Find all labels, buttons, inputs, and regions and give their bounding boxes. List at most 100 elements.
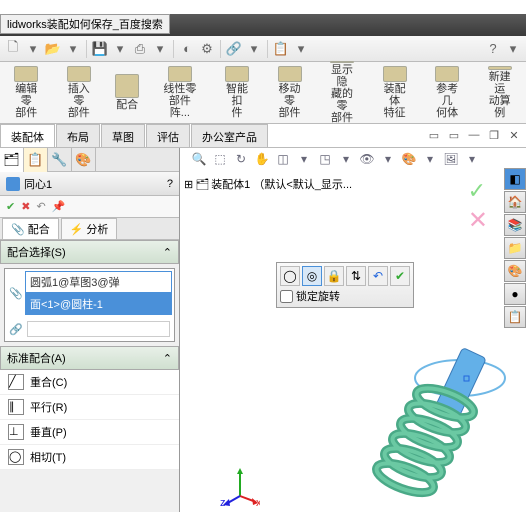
- tab-layout[interactable]: 布局: [56, 124, 100, 147]
- lock-icon[interactable]: 🔒: [324, 266, 344, 286]
- mate-selection-header[interactable]: 配合选择(S)⌃: [0, 240, 179, 264]
- scene-icon[interactable]: 🖼: [442, 150, 460, 168]
- chevron-down-icon[interactable]: ▾: [151, 40, 169, 58]
- expand-icon[interactable]: ⊞: [184, 178, 193, 191]
- tab-evaluate[interactable]: 评估: [146, 124, 190, 147]
- tab-office[interactable]: 办公室产品: [191, 124, 268, 147]
- standard-mate-header[interactable]: 标准配合(A)⌃: [0, 346, 179, 370]
- custom-props-icon[interactable]: 📋: [504, 306, 526, 328]
- hide-show-icon[interactable]: 👁: [358, 150, 376, 168]
- chevron-down-icon[interactable]: ▾: [292, 40, 310, 58]
- rotate-icon[interactable]: ↻: [232, 150, 250, 168]
- zoom-area-icon[interactable]: ⬚: [211, 150, 229, 168]
- flyout-tree[interactable]: ⊞ 🗂 装配体1 （默认<默认_显示...: [184, 176, 352, 192]
- insert-component-button[interactable]: 插入零部件: [57, 64, 102, 121]
- view-palette-icon[interactable]: 🎨: [504, 260, 526, 282]
- property-tab[interactable]: 📋: [24, 148, 48, 172]
- confirm-cancel-icon[interactable]: ✕: [468, 206, 488, 235]
- confirm-ok-icon[interactable]: ✓: [468, 178, 486, 204]
- linear-pattern-button[interactable]: 线性零部件阵...: [153, 64, 207, 121]
- pan-icon[interactable]: ✋: [253, 150, 271, 168]
- maximize-icon[interactable]: ❐: [486, 127, 502, 143]
- chevron-down-icon[interactable]: ▾: [504, 40, 522, 58]
- chevron-down-icon[interactable]: ▾: [64, 40, 82, 58]
- smart-fastener-button[interactable]: 智能扣件: [215, 64, 260, 121]
- resources-tab[interactable]: ◧: [504, 168, 526, 190]
- library-icon[interactable]: 📚: [504, 214, 526, 236]
- chevron-down-icon[interactable]: ▾: [245, 40, 263, 58]
- settings-icon[interactable]: 📋: [272, 40, 290, 58]
- edit-component-button[interactable]: 编辑零部件: [4, 64, 49, 121]
- assembly-icon: 🗂: [195, 178, 209, 191]
- tangent-icon[interactable]: ◯: [280, 266, 300, 286]
- window-icon[interactable]: ▭: [446, 127, 462, 143]
- graphics-viewport[interactable]: 🔍 ⬚ ↻ ✋ ◫ ▾ ◳ ▾ 👁 ▾ 🎨 ▾ 🖼 ▾ ⊞ 🗂 装配体1 （默认…: [180, 148, 526, 512]
- view-toolbar: 🔍 ⬚ ↻ ✋ ◫ ▾ ◳ ▾ 👁 ▾ 🎨 ▾ 🖼 ▾: [190, 150, 481, 168]
- show-hide-button[interactable]: 显示隐藏的零部件: [320, 64, 365, 121]
- appearance-icon[interactable]: ●: [504, 283, 526, 305]
- feature-tree-tab[interactable]: 🗂: [0, 148, 24, 172]
- pushpin-icon[interactable]: 📌: [52, 200, 66, 213]
- lock-rotation-checkbox[interactable]: 锁定旋转: [280, 288, 410, 304]
- minimize-icon[interactable]: —: [466, 127, 482, 143]
- cancel-button[interactable]: ✖: [21, 200, 30, 213]
- open-icon[interactable]: 📂: [44, 40, 62, 58]
- chevron-down-icon[interactable]: ▾: [111, 40, 129, 58]
- chevron-down-icon[interactable]: ▾: [24, 40, 42, 58]
- selection-list[interactable]: 圆弧1@草图3@弹 面<1>@圆柱-1: [25, 271, 172, 315]
- selection-item[interactable]: 面<1>@圆柱-1: [25, 293, 172, 315]
- ref-geometry-button[interactable]: 参考几何体: [425, 64, 470, 121]
- tab-sketch[interactable]: 草图: [101, 124, 145, 147]
- display-style-icon[interactable]: ◳: [316, 150, 334, 168]
- sub-tab-mate[interactable]: 📎配合: [2, 218, 59, 239]
- move-component-button[interactable]: 移动零部件: [267, 64, 312, 121]
- options-icon[interactable]: ⚙: [198, 40, 216, 58]
- chevron-down-icon[interactable]: ▾: [379, 150, 397, 168]
- flip-icon[interactable]: ⇅: [346, 266, 366, 286]
- appearance-tab[interactable]: 🎨: [72, 148, 96, 172]
- mate-button[interactable]: 配合: [109, 64, 145, 121]
- chevron-down-icon[interactable]: ▾: [421, 150, 439, 168]
- print-icon[interactable]: ⎙: [131, 40, 149, 58]
- window-icon[interactable]: ▭: [426, 127, 442, 143]
- close-icon[interactable]: ✕: [506, 127, 522, 143]
- window-controls: ▭ ▭ — ❐ ✕: [426, 127, 522, 143]
- perpendicular-mate[interactable]: ⊥垂直(P): [0, 420, 179, 445]
- chevron-down-icon[interactable]: ▾: [463, 150, 481, 168]
- collapse-icon[interactable]: ⌃: [163, 246, 172, 259]
- config-tab[interactable]: 🔧: [48, 148, 72, 172]
- ok-icon[interactable]: ✔: [390, 266, 410, 286]
- help-icon[interactable]: ?: [484, 40, 502, 58]
- motion-study-button[interactable]: 新建运动算例: [477, 64, 522, 121]
- selection-item[interactable]: 圆弧1@草图3@弹: [25, 271, 172, 293]
- tree-root-label[interactable]: 装配体1 （默认<默认_显示...: [211, 176, 352, 192]
- home-icon[interactable]: 🏠: [504, 191, 526, 213]
- tab-assembly[interactable]: 装配体: [0, 124, 55, 147]
- appearance-icon[interactable]: 🎨: [400, 150, 418, 168]
- undo-icon[interactable]: ↶: [36, 200, 45, 213]
- view-orient-icon[interactable]: ▾: [295, 150, 313, 168]
- tangent-mate[interactable]: ◯相切(T): [0, 445, 179, 470]
- collapse-icon[interactable]: ⌃: [163, 352, 172, 365]
- explorer-icon[interactable]: 📁: [504, 237, 526, 259]
- concentric-icon[interactable]: ◎: [302, 266, 322, 286]
- secondary-selection[interactable]: [27, 321, 170, 337]
- undo-icon[interactable]: ↶: [368, 266, 388, 286]
- coincident-mate[interactable]: ╱重合(C): [0, 370, 179, 395]
- section-icon[interactable]: ◫: [274, 150, 292, 168]
- link-icon[interactable]: 🔗: [225, 40, 243, 58]
- action-bar: ✔ ✖ ↶ 📌: [0, 196, 179, 218]
- pin-icon[interactable]: ?: [167, 178, 173, 190]
- checkbox[interactable]: [280, 290, 293, 303]
- chevron-down-icon[interactable]: ▾: [337, 150, 355, 168]
- sub-tab-analysis[interactable]: ⚡分析: [61, 218, 118, 239]
- rebuild-icon[interactable]: ◐: [178, 40, 196, 58]
- zoom-fit-icon[interactable]: 🔍: [190, 150, 208, 168]
- new-icon[interactable]: 🗋: [4, 40, 22, 58]
- assembly-feature-button[interactable]: 装配体特征: [372, 64, 417, 121]
- save-icon[interactable]: 💾: [91, 40, 109, 58]
- feature-name: 同心1: [24, 176, 52, 192]
- quick-access-toolbar: 🗋 ▾ 📂 ▾ 💾 ▾ ⎙ ▾ ◐ ⚙ 🔗 ▾ 📋 ▾ ? ▾: [0, 36, 526, 62]
- parallel-mate[interactable]: ∥平行(R): [0, 395, 179, 420]
- ok-button[interactable]: ✔: [6, 200, 15, 213]
